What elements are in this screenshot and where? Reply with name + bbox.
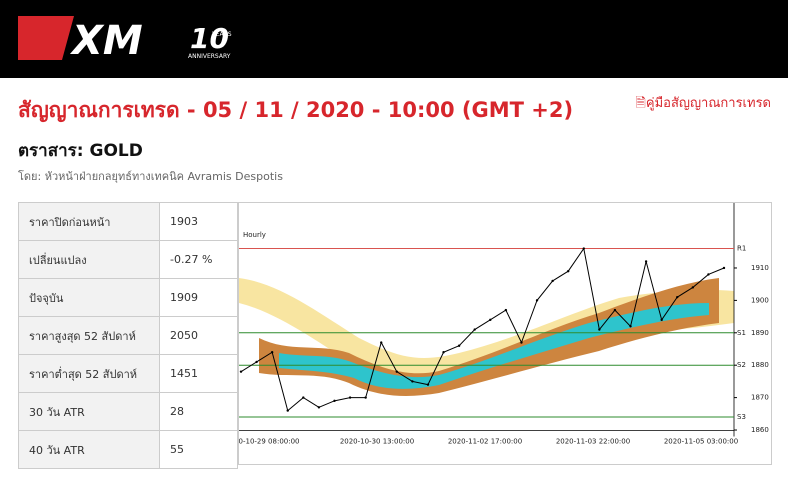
price-point (411, 380, 414, 383)
price-point (520, 341, 523, 344)
level-label: R1 (737, 245, 746, 253)
price-point (598, 328, 601, 331)
y-tick-label: 1880 (751, 361, 769, 369)
x-tick-label: 2020-11-02 17:00:00 (448, 438, 522, 446)
stat-label: ราคาสูงสุด 52 สัปดาห์ (18, 316, 160, 355)
price-point (473, 328, 476, 331)
price-point (504, 308, 508, 312)
price-point (426, 383, 430, 386)
table-row: ราคาปิดก่อนหน้า 1903 (18, 202, 238, 241)
price-point (613, 308, 617, 312)
stat-value: 55 (159, 430, 238, 469)
stat-value: 28 (159, 392, 238, 431)
x-tick-label: 0-10-29 08:00:00 (239, 438, 300, 446)
x-tick-label: 2020-11-03 22:00:00 (556, 438, 630, 446)
level-label: S2 (737, 361, 746, 369)
stat-label: 30 วัน ATR (18, 392, 160, 431)
stat-label: 40 วัน ATR (18, 430, 160, 469)
x-tick-label: 2020-10-30 13:00:00 (340, 438, 414, 446)
logo-mark (18, 16, 74, 60)
x-tick-label: 2020-11-05 03:00:00 (664, 438, 738, 446)
logo-ten: 10 (190, 22, 229, 55)
stat-label: ราคาต่ำสุด 52 สัปดาห์ (18, 354, 160, 393)
y-tick-label: 1910 (751, 264, 769, 272)
price-point (535, 299, 539, 302)
price-point (644, 260, 648, 263)
table-row: 40 วัน ATR 55 (18, 430, 238, 469)
logo-text: XM (69, 18, 143, 64)
chart: Hourly 1860 1870 1880 1890 1900 1910 R1 S1 S2 S3 0-… (238, 202, 772, 465)
table-row: เปลี่ยนแปลง -0.27 % (18, 240, 238, 279)
stat-value: -0.27 % (159, 240, 238, 279)
price-point (239, 370, 243, 373)
level-label: S1 (737, 329, 746, 337)
price-point (660, 318, 663, 322)
table-row: ราคาต่ำสุด 52 สัปดาห์ 1451 (18, 354, 238, 393)
price-point (333, 399, 336, 403)
instrument: ตราสาร: GOLD (18, 141, 143, 161)
price-line (240, 247, 725, 412)
price-point (255, 360, 258, 364)
price-point (380, 341, 383, 344)
y-tick-label: 1890 (751, 329, 769, 337)
y-tick-label: 1900 (751, 296, 769, 304)
table-row: ปัจจุบัน 1909 (18, 278, 238, 317)
price-point (676, 295, 679, 299)
indicator-bands (239, 278, 734, 396)
stat-value: 2050 (159, 316, 238, 355)
header: XM 10 YEARS ANNIVERSARY (0, 0, 788, 78)
logo-anniversary: ANNIVERSARY (188, 53, 231, 60)
author: โดย: หัวหน้าฝ่ายกลยุทธ์ทางเทคนิค Avramis… (18, 170, 283, 183)
price-point (629, 325, 632, 328)
chart-title: Hourly (243, 231, 266, 239)
price-point (395, 370, 399, 373)
price-point (457, 344, 461, 347)
page-title: สัญญาณการเทรด - 05 / 11 / 2020 - 10:00 (… (18, 98, 574, 122)
price-point (348, 396, 352, 399)
table-row: ราคาสูงสุด 52 สัปดาห์ 2050 (18, 316, 238, 355)
stat-value: 1451 (159, 354, 238, 393)
stat-label: เปลี่ยนแปลง (18, 240, 160, 279)
stat-value: 1903 (159, 202, 238, 241)
price-point (302, 396, 305, 399)
price-point (722, 266, 726, 270)
logo: XM 10 YEARS ANNIVERSARY (18, 16, 232, 64)
level-label: S3 (737, 413, 746, 421)
table-row: 30 วัน ATR 28 (18, 392, 238, 431)
y-tick-label: 1870 (751, 394, 769, 402)
guide-link[interactable]: 🗎คู่มือสัญญาณการเทรด (635, 92, 771, 116)
price-point (551, 279, 554, 283)
price-point (286, 409, 289, 412)
price-point (566, 270, 570, 273)
price-point (707, 273, 710, 276)
y-tick-label: 1860 (751, 426, 769, 434)
price-point (442, 351, 445, 354)
price-point (317, 406, 321, 409)
stat-value: 1909 (159, 278, 238, 317)
price-point (582, 247, 585, 250)
price-point (691, 286, 695, 289)
stat-label: ราคาปิดก่อนหน้า (18, 202, 160, 241)
pdf-icon: 🗎 (635, 96, 646, 111)
price-point (364, 396, 367, 399)
guide-text: คู่มือสัญญาณการเทรด (645, 96, 771, 111)
logo-years: YEARS (211, 31, 232, 38)
stats-table: ราคาปิดก่อนหน้า 1903 เปลี่ยนแปลง -0.27 % ปัจ… (18, 202, 238, 469)
price-point (489, 318, 492, 322)
stat-label: ปัจจุบัน (18, 278, 160, 317)
price-point (270, 351, 274, 354)
